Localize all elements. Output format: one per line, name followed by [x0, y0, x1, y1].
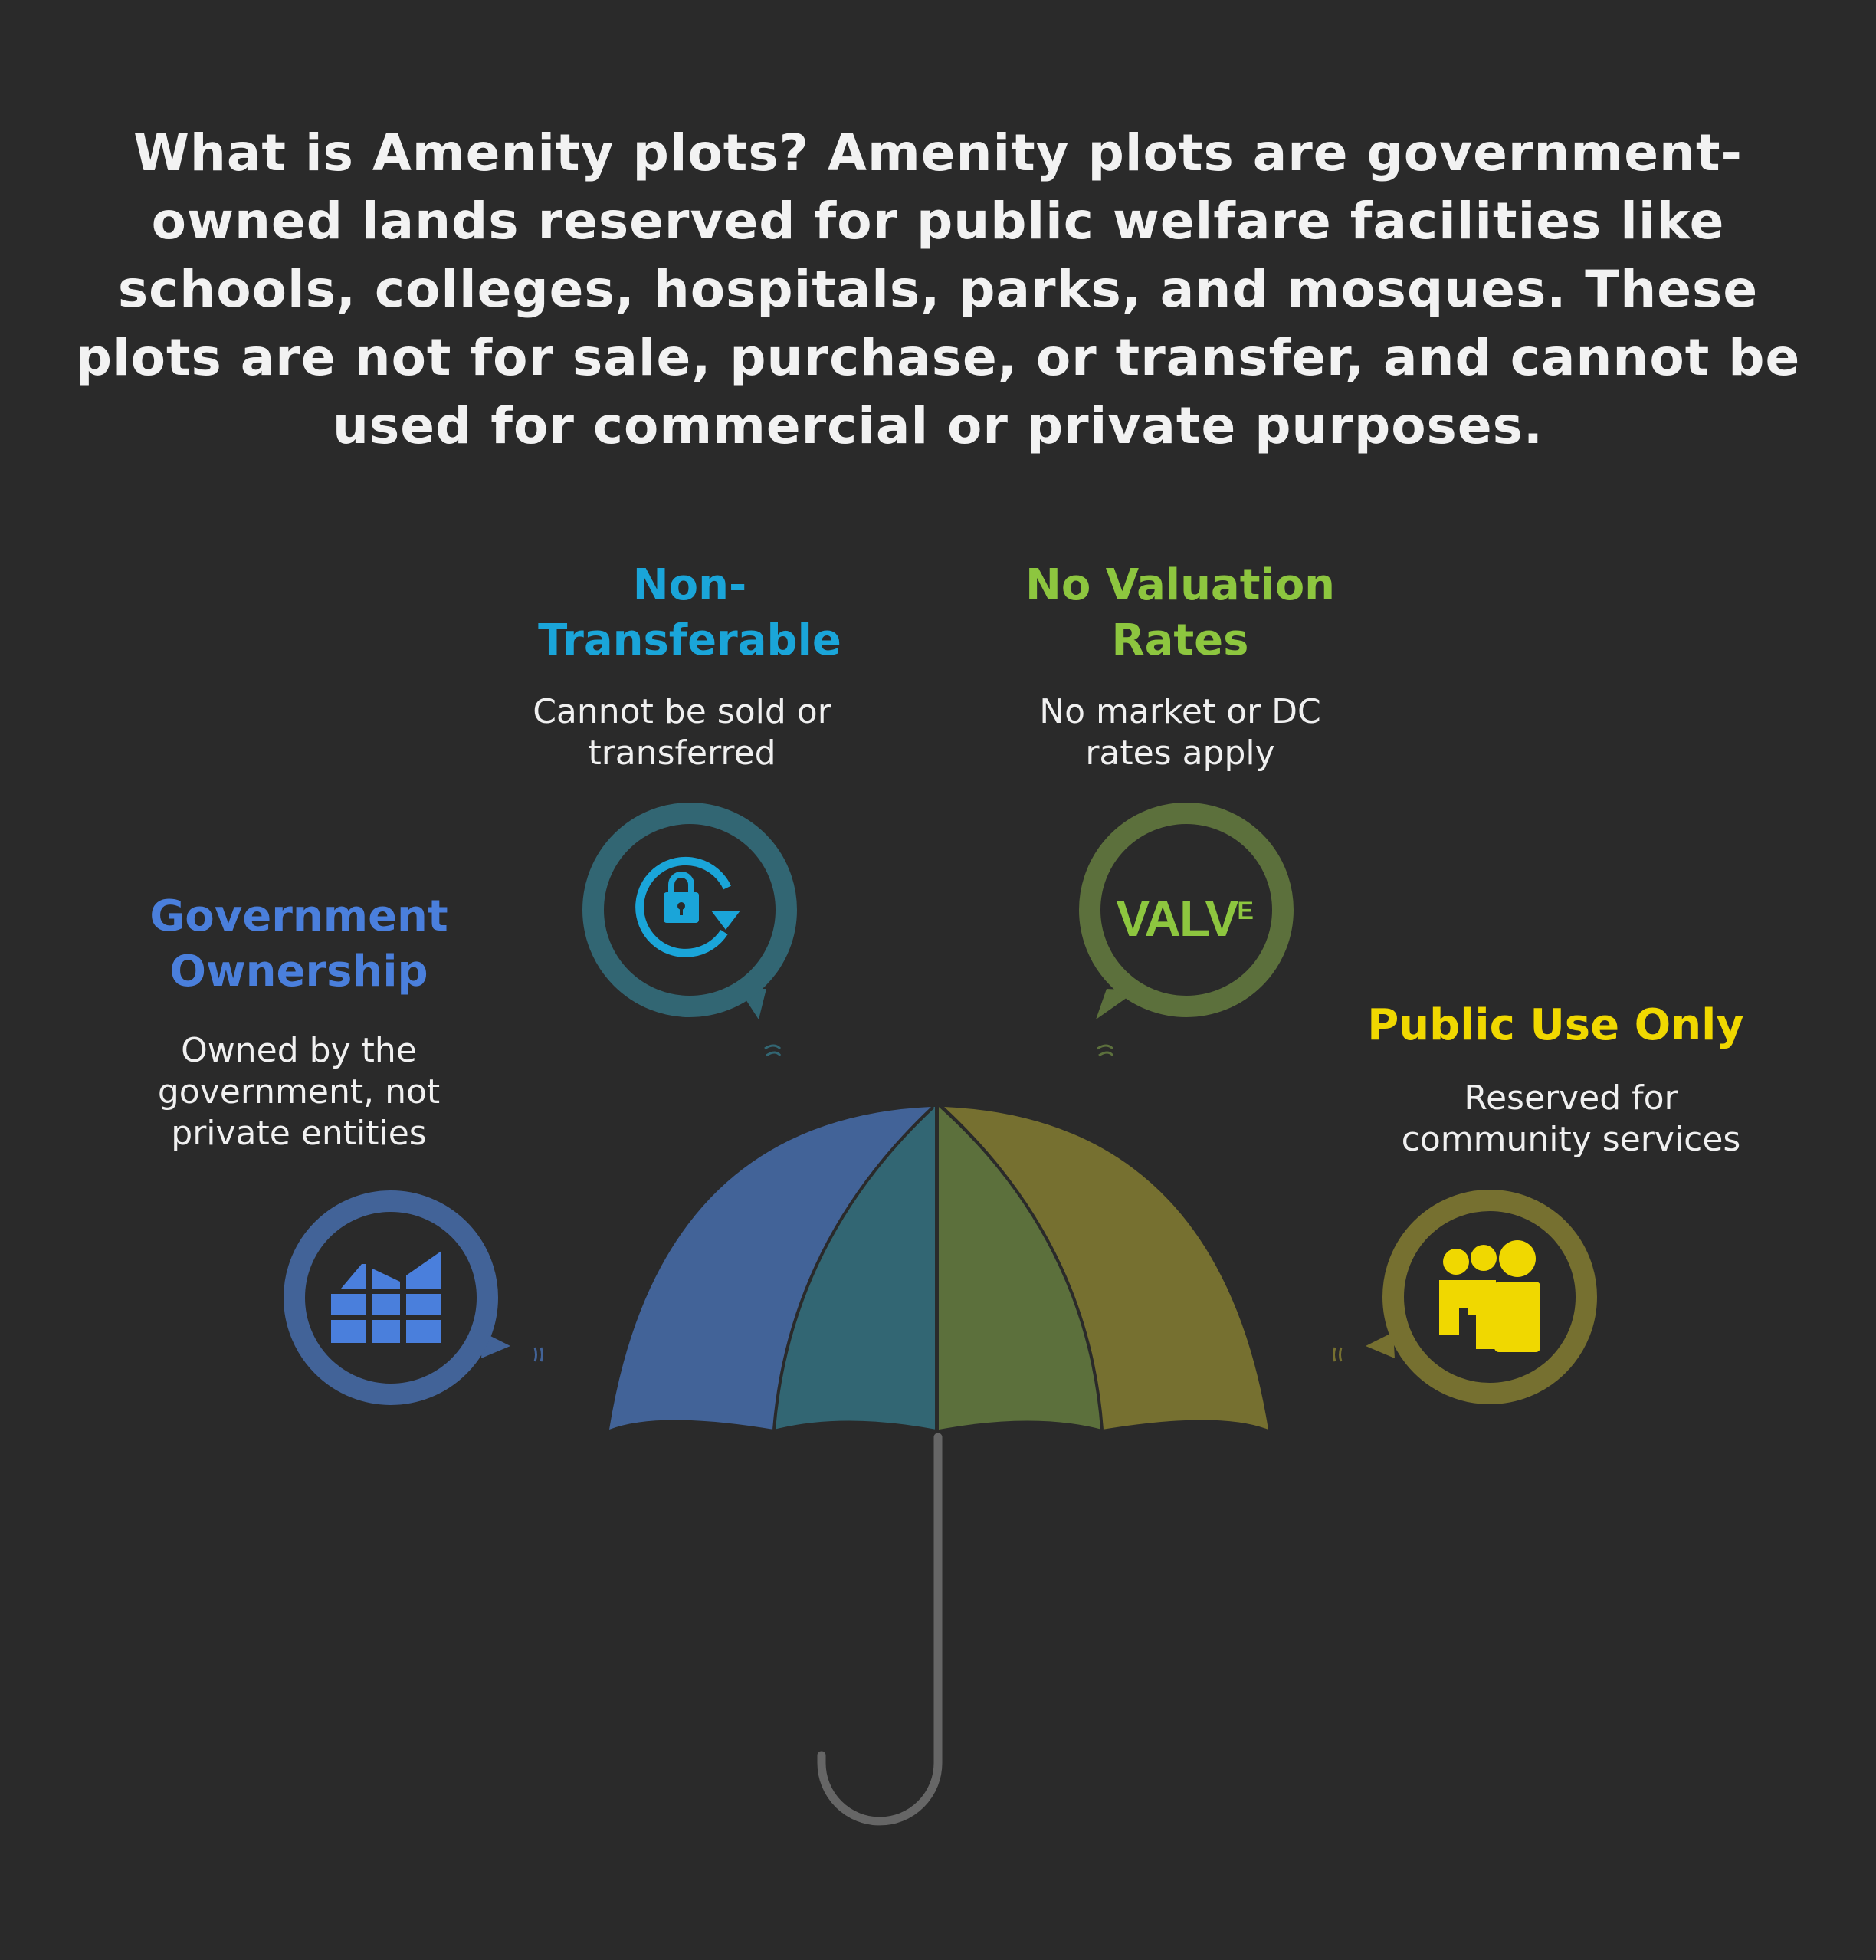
heading-public-use-only: Public Use Only [1367, 1000, 1744, 1050]
heading-government-ownership: Government Ownership [149, 891, 448, 996]
umbrella-panel-olive [944, 1107, 1268, 1430]
bubble-government-ownership [284, 1190, 543, 1405]
heading-no-valuation-rates: No Valuation Rates [1025, 560, 1336, 665]
description-no-valuation-rates: No market or DC rates apply [1039, 692, 1321, 773]
building-grid-icon [331, 1251, 441, 1343]
page-title: What is Amenity plots? Amenity plots are… [75, 123, 1801, 455]
description-government-ownership: Owned by the government, not private ent… [157, 1031, 441, 1153]
heading-non-transferable: Non-Transferable [538, 560, 841, 665]
valve-logo-icon: VALVE [1116, 890, 1254, 947]
umbrella-panel-green [939, 1107, 1102, 1430]
umbrella-panel-blue [609, 1107, 931, 1430]
lock-rotate-icon [635, 856, 740, 957]
umbrella-panel-teal [774, 1107, 936, 1430]
group-people-icon [1439, 1240, 1540, 1352]
description-public-use-only: Reserved for community services [1401, 1078, 1741, 1159]
bubble-non-transferable [582, 803, 797, 1057]
bubble-public-use-only [1333, 1190, 1597, 1404]
umbrella-handle [817, 1433, 943, 1826]
description-non-transferable: Cannot be sold or transferred [533, 692, 831, 773]
bubble-no-valuation-rates [1079, 803, 1294, 1057]
